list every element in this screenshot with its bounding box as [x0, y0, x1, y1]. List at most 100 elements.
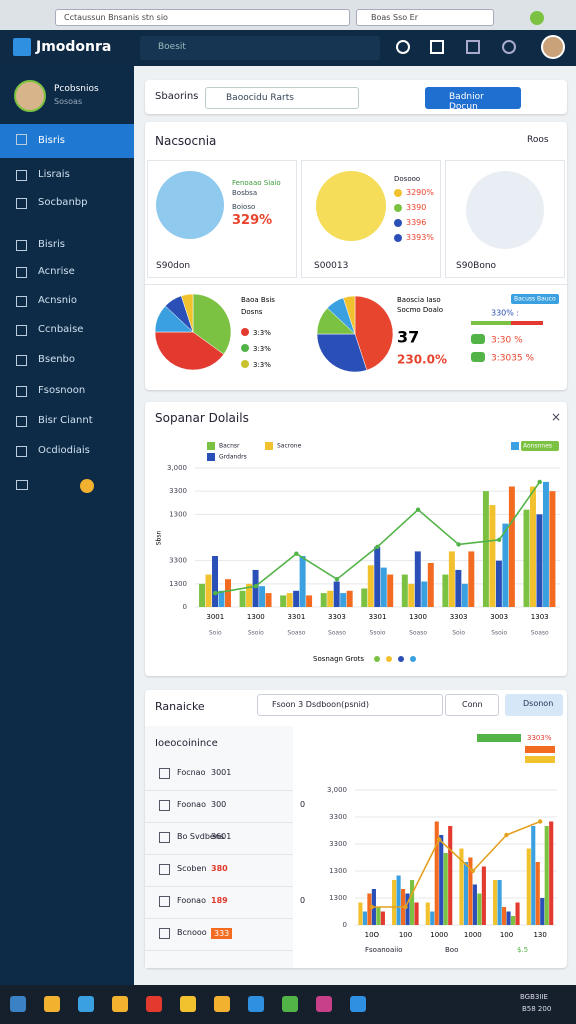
- menu-item[interactable]: Fsosnoon: [38, 385, 86, 396]
- label: Bosbsa: [232, 189, 258, 197]
- dropdown[interactable]: Conn: [445, 694, 499, 716]
- bar: [380, 911, 385, 925]
- menu-item[interactable]: Lisrais: [38, 169, 70, 180]
- label: 3:3%: [253, 345, 271, 353]
- divider: [145, 284, 567, 285]
- line-point: [253, 583, 259, 589]
- label: 330% :: [491, 309, 519, 318]
- bar: [536, 514, 543, 607]
- divider: [145, 822, 293, 823]
- taskbar-icon[interactable]: [350, 996, 366, 1012]
- bar: [376, 907, 381, 925]
- list-icon: [159, 864, 170, 875]
- menu-icon: [16, 240, 27, 251]
- address-field[interactable]: Boas Sso Er: [356, 9, 494, 26]
- bar: [495, 560, 502, 607]
- label: Socmo Doalo: [397, 306, 443, 314]
- address-bar[interactable]: Cctaussun Bnsanis stn sio: [55, 9, 350, 26]
- avatar: [156, 171, 224, 239]
- card-action[interactable]: Roos: [527, 135, 549, 145]
- icon[interactable]: [396, 40, 410, 54]
- logo-icon: [13, 38, 31, 56]
- ranking-chart: 0 1300 1300 3300 3300 3,000 10O 100 1000 1000 100 1…: [327, 734, 557, 954]
- card-title: Ranaicke: [155, 700, 205, 713]
- menu-item[interactable]: Bsenbo: [38, 354, 76, 365]
- bar: [549, 491, 556, 607]
- taskbar-icon[interactable]: [282, 996, 298, 1012]
- search-input[interactable]: Baoocidu Rarts: [205, 87, 359, 109]
- badge: [80, 479, 94, 493]
- bar: [523, 509, 530, 607]
- x-tick-label: Ssoio: [370, 630, 386, 637]
- card-title: Sopanar Dolails: [155, 411, 249, 425]
- legend-label: Sacrone: [277, 443, 302, 450]
- taskbar-icon[interactable]: [180, 996, 196, 1012]
- taskbar-icon[interactable]: [78, 996, 94, 1012]
- y-tick-label: 3300: [329, 813, 347, 821]
- ext-icon[interactable]: [530, 11, 544, 25]
- button[interactable]: Dsonon: [505, 694, 563, 716]
- icon[interactable]: [430, 40, 444, 54]
- icon[interactable]: [502, 40, 516, 54]
- menu-item[interactable]: Acnrise: [38, 266, 75, 277]
- menu-item[interactable]: Ccnbaise: [38, 324, 84, 335]
- taskbar-icon[interactable]: [146, 996, 162, 1012]
- pie-slice: [192, 293, 232, 355]
- x-tick-label: Soio: [452, 630, 465, 637]
- line-point: [415, 507, 421, 512]
- label: 3:3%: [253, 329, 271, 337]
- taskbar-icon[interactable]: [248, 996, 264, 1012]
- bar: [468, 551, 475, 607]
- bar: [199, 583, 206, 607]
- bar: [549, 821, 554, 925]
- pie-row: Baoa Bsis Dosns 3:3% 3:3% 3:3% Baoscia Iaso So…: [154, 293, 559, 373]
- person-card: Dosooo S00013 3290% 3390 3396 3393%: [301, 160, 441, 278]
- avatar: [316, 171, 386, 241]
- search-input[interactable]: Fsoon 3 Dsdboon(psnid): [257, 694, 443, 716]
- close[interactable]: ×: [551, 410, 562, 424]
- label: 3:3035 %: [491, 354, 535, 364]
- icon[interactable]: [466, 40, 480, 54]
- bar: [540, 898, 545, 925]
- x-tick-label: 1300: [247, 613, 265, 621]
- line-point: [375, 544, 380, 549]
- menu-item[interactable]: Bisris: [38, 239, 65, 250]
- bar: [212, 556, 219, 607]
- x-tick-label: 130: [533, 931, 546, 939]
- bar: [358, 902, 363, 925]
- taskbar-icon[interactable]: [316, 996, 332, 1012]
- item-value: 300: [211, 800, 227, 809]
- bar: [542, 481, 549, 607]
- menu-icon: [16, 170, 27, 181]
- taskbar-icon[interactable]: [44, 996, 60, 1012]
- avatar[interactable]: [541, 35, 565, 59]
- taskbar-icon[interactable]: [112, 996, 128, 1012]
- sales-chart: 0 1300 3300 1300 3300 3,000 3001 Soio 1300 Ssoio 3…: [156, 441, 560, 663]
- caption-dot: [398, 656, 404, 662]
- label: 3:30 %: [491, 336, 523, 346]
- taskbar-icon[interactable]: [214, 996, 230, 1012]
- y-tick-label: 1300: [169, 510, 187, 518]
- app-header: Jmodonra Boesit: [0, 30, 576, 66]
- search[interactable]: Boesit: [140, 36, 380, 60]
- dot: [394, 219, 402, 227]
- bar: [380, 567, 387, 607]
- taskbar-icon[interactable]: [10, 996, 26, 1012]
- menu-item[interactable]: Bisr Ciannt: [38, 415, 93, 426]
- list-title: Ioeocoinince: [155, 738, 218, 749]
- pill: [471, 352, 485, 362]
- pie-slice: [154, 331, 225, 371]
- primary-button[interactable]: Badnior Docun: [425, 87, 521, 112]
- line-point: [294, 551, 299, 556]
- bar: [531, 826, 536, 925]
- legend-label: Grdandrs: [219, 454, 247, 461]
- browser-bar: Cctaussun Bnsanis stn sio Boas Sso Er: [0, 0, 576, 30]
- bar: [430, 911, 435, 925]
- menu-item[interactable]: Acnsnio: [38, 295, 77, 306]
- bar: [218, 590, 225, 607]
- bar: [414, 902, 419, 925]
- menu-item[interactable]: Ocdiodiais: [38, 445, 90, 456]
- menu-item[interactable]: Bisris: [0, 124, 134, 158]
- footer-label: $.5: [517, 946, 528, 954]
- menu-item[interactable]: Socbanbp: [38, 197, 88, 208]
